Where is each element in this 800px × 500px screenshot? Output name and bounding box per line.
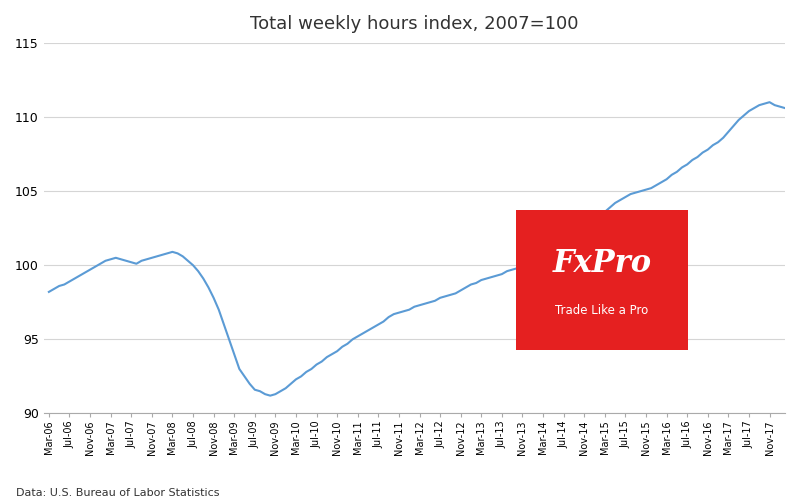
- Text: FxPro: FxPro: [553, 248, 651, 278]
- Text: Trade Like a Pro: Trade Like a Pro: [555, 304, 649, 318]
- Title: Total weekly hours index, 2007=100: Total weekly hours index, 2007=100: [250, 15, 578, 33]
- Text: Data: U.S. Bureau of Labor Statistics: Data: U.S. Bureau of Labor Statistics: [16, 488, 219, 498]
